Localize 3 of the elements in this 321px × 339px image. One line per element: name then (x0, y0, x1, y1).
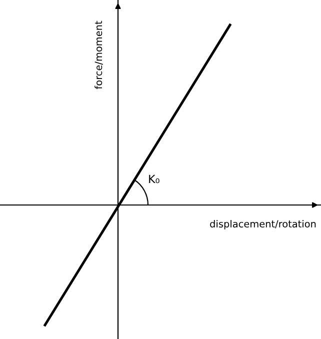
annotation: K₀ (149, 174, 160, 184)
x-axis-title: displacement/rotation (210, 220, 316, 230)
y-axis-title: force/moment (94, 20, 103, 90)
